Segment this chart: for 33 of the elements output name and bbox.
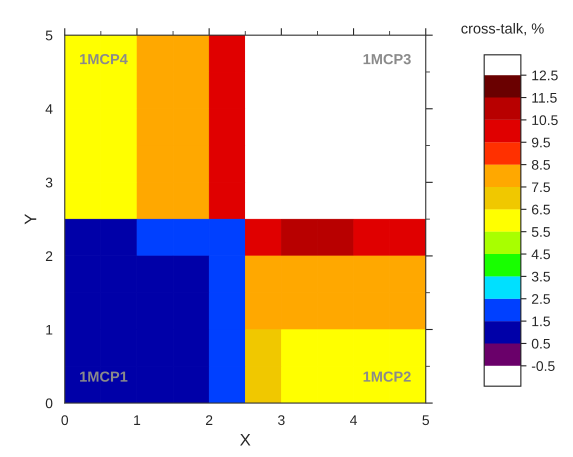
x-tick-label: 0	[61, 415, 68, 426]
x-tick-label: 2	[206, 415, 212, 425]
color-bar-label: 8.5	[532, 160, 550, 170]
color-bar-label: 7.5	[532, 182, 550, 192]
color-bar-label: 0.5	[532, 338, 550, 349]
color-bar-label: 10.5	[532, 115, 558, 126]
x-axis-title: X	[240, 434, 250, 446]
color-bar-label: 11.5	[532, 93, 557, 103]
x-tick-label: 1	[134, 415, 140, 425]
annotation: 1MCP3	[364, 54, 411, 64]
y-tick-label: 1	[46, 324, 52, 335]
x-tick-label: 3	[278, 415, 285, 426]
color-bar-label: 6.5	[532, 204, 550, 214]
color-bar-label: 3.5	[532, 272, 550, 282]
y-tick-label: 3	[46, 178, 52, 188]
y-tick-label: 4	[46, 104, 53, 114]
color-bar-label: -0.5	[532, 361, 555, 371]
x-tick-label: 4	[350, 415, 357, 425]
y-axis-title: Y	[24, 214, 36, 224]
y-tick-label: 2	[46, 251, 52, 261]
color-bar-title: cross-talk, %	[461, 22, 544, 36]
color-bar-label: 12.5	[532, 70, 558, 80]
color-bar-label: 4.5	[532, 250, 550, 260]
y-tick-label: 5	[46, 30, 52, 40]
color-bar-label: 5.5	[532, 227, 550, 237]
color-bar-label: 2.5	[532, 294, 550, 304]
annotation: 1MCP1	[80, 371, 128, 382]
y-tick-label: 0	[46, 398, 52, 408]
annotation: 1MCP4	[80, 54, 128, 64]
x-tick-label: 5	[422, 415, 430, 426]
annotation: 1MCP2	[364, 371, 411, 382]
color-bar-label: 1.5	[532, 316, 550, 326]
color-bar-label: 9.5	[532, 138, 550, 148]
